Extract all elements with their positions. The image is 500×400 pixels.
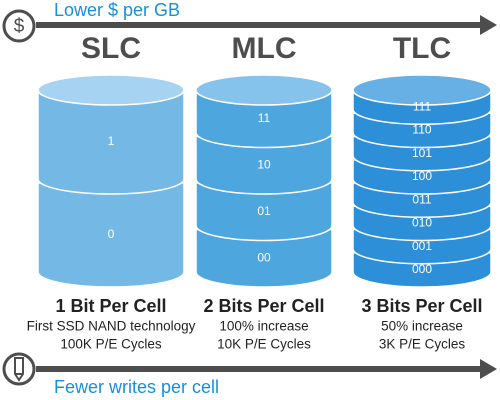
layer-label: 0 bbox=[108, 227, 115, 241]
note-label: 100% increase bbox=[219, 319, 308, 334]
layer-label: 10 bbox=[257, 157, 271, 171]
layer-label: 110 bbox=[412, 123, 431, 137]
layer-label: 000 bbox=[412, 262, 432, 276]
layer-label: 101 bbox=[412, 146, 432, 160]
layer-label: 11 bbox=[258, 111, 271, 125]
top-caption: Lower $ per GB bbox=[54, 0, 180, 20]
cylinder-top bbox=[195, 74, 333, 106]
pen-icon bbox=[2, 352, 36, 386]
cell-layer bbox=[195, 135, 333, 195]
layer-label: 001 bbox=[412, 239, 432, 253]
layer-label: 011 bbox=[412, 192, 431, 206]
note-label: 50% increase bbox=[381, 319, 463, 334]
cell-layer bbox=[195, 89, 333, 149]
cycles-label: 100K P/E Cycles bbox=[60, 337, 162, 352]
layer-label: 1 bbox=[108, 134, 115, 148]
bottom-caption: Fewer writes per cell bbox=[54, 377, 219, 397]
cell-layer bbox=[37, 182, 185, 288]
arrow-head bbox=[480, 15, 497, 35]
pen-shape bbox=[14, 357, 24, 382]
column-title: TLC bbox=[393, 32, 451, 65]
layer-label: 00 bbox=[257, 250, 271, 264]
cylinder-top bbox=[352, 74, 492, 106]
bits-label: 2 Bits Per Cell bbox=[203, 296, 324, 316]
layer-label: 010 bbox=[412, 216, 432, 230]
cell-layer bbox=[37, 89, 185, 195]
column-title: MLC bbox=[232, 32, 297, 65]
layer-label: 01 bbox=[257, 204, 271, 218]
cylinder-top bbox=[37, 74, 185, 106]
dollar-symbol: $ bbox=[14, 16, 25, 37]
layer-label: 100 bbox=[412, 169, 432, 183]
arrow-head bbox=[480, 359, 497, 379]
cell-layer bbox=[195, 182, 333, 242]
cycles-label: 10K P/E Cycles bbox=[217, 337, 311, 352]
cell-layer bbox=[195, 228, 333, 288]
dollar-icon bbox=[2, 9, 36, 43]
bits-label: 1 Bit Per Cell bbox=[55, 296, 166, 316]
column-title: SLC bbox=[81, 32, 141, 65]
note-label: First SSD NAND technology bbox=[27, 319, 196, 334]
layer-label: 111 bbox=[413, 99, 432, 113]
bits-label: 3 Bits Per Cell bbox=[361, 296, 482, 316]
cycles-label: 3K P/E Cycles bbox=[379, 337, 466, 352]
